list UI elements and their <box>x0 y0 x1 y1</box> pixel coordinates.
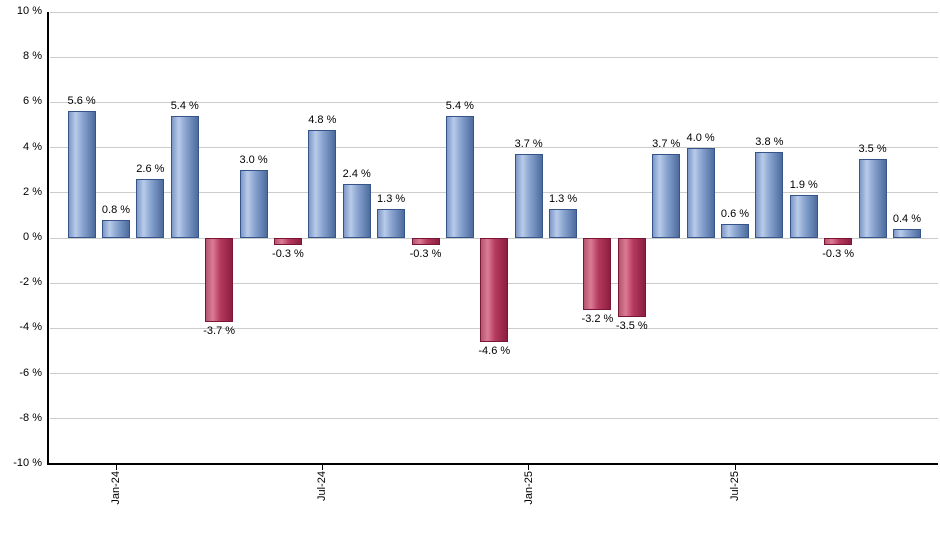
bar-value-label: 5.6 % <box>67 95 96 107</box>
bar-value-label: 2.4 % <box>342 168 371 180</box>
x-axis-tickmark <box>528 463 530 470</box>
y-axis-line <box>47 12 49 464</box>
bar-positive <box>377 209 406 238</box>
bar-positive <box>445 116 474 238</box>
bar-value-label: -0.3 % <box>409 248 442 260</box>
y-axis-tick-label: -8 % <box>19 411 42 424</box>
bar-positive <box>892 229 921 238</box>
y-axis-tick-label: 0 % <box>23 231 42 243</box>
bar-positive <box>789 195 818 238</box>
x-axis-tick-label: Jan-25 <box>522 471 535 505</box>
gridline <box>50 11 938 13</box>
bar-positive <box>67 111 96 238</box>
bar-negative <box>273 238 302 245</box>
y-axis-tick-label: -10 % <box>13 457 42 469</box>
bar-value-label: 0.4 % <box>892 213 921 225</box>
bar-negative <box>583 238 612 310</box>
bar-positive <box>686 148 715 238</box>
x-axis-tickmark <box>115 463 117 470</box>
gridline <box>50 101 938 103</box>
bar-negative <box>824 238 853 245</box>
gridline <box>50 418 938 420</box>
x-axis-tick-label: Jul-25 <box>729 471 741 501</box>
bar-value-label: 2.6 % <box>136 163 165 175</box>
bar-negative <box>205 238 234 322</box>
y-axis-tick-label: -2 % <box>19 276 42 289</box>
bar-value-label: 1.3 % <box>548 193 578 205</box>
y-axis-tick-label: 2 % <box>23 185 42 198</box>
bar-value-label: -0.3 % <box>272 248 304 260</box>
bar-positive <box>721 224 749 238</box>
bar-value-label: 1.3 % <box>377 193 406 205</box>
bar-value-label: 5.4 % <box>170 100 199 112</box>
y-axis-tick-label: -4 % <box>19 321 42 334</box>
bar-positive <box>170 116 199 238</box>
gridline <box>50 56 938 58</box>
bar-value-label: 3.5 % <box>858 143 887 155</box>
bar-positive <box>755 152 784 238</box>
bar-value-label: 3.8 % <box>755 136 784 148</box>
bar-value-label: 0.6 % <box>720 208 750 220</box>
bar-positive <box>342 184 371 238</box>
bar-positive <box>858 159 887 238</box>
bar-value-label: -3.7 % <box>203 325 236 337</box>
bar-negative <box>480 238 509 342</box>
y-axis-tick-label: -6 % <box>19 366 42 379</box>
bar-value-label: 3.7 % <box>514 138 543 150</box>
bar-positive <box>136 179 165 238</box>
gridline <box>50 373 938 375</box>
bar-value-label: -0.3 % <box>822 248 855 260</box>
bar-positive <box>102 220 130 238</box>
bar-value-label: -3.5 % <box>615 320 648 332</box>
bar-value-label: 1.9 % <box>789 179 818 191</box>
bar-value-label: 4.8 % <box>308 114 337 126</box>
gridline <box>50 192 938 194</box>
y-axis-tick-label: 8 % <box>23 50 42 63</box>
bar-value-label: 4.0 % <box>686 132 715 144</box>
bar-value-label: 5.4 % <box>445 100 474 112</box>
x-axis-tickmark <box>734 463 736 470</box>
bar-value-label: 3.7 % <box>652 138 681 150</box>
y-axis-tick-label: 6 % <box>23 95 42 108</box>
bar-positive <box>239 170 268 238</box>
bar-value-label: -4.6 % <box>478 345 511 357</box>
y-axis-tick-label: 10 % <box>16 5 42 17</box>
bar-positive <box>514 154 543 238</box>
x-axis-tickmark <box>321 463 323 470</box>
bar-value-label: 0.8 % <box>101 204 131 216</box>
bar-positive <box>308 130 337 238</box>
y-axis-tick-label: 4 % <box>23 140 42 153</box>
bar-value-label: 3.0 % <box>239 154 268 166</box>
bar-positive <box>549 209 578 238</box>
gridline <box>50 147 938 149</box>
bar-value-label: -3.2 % <box>581 313 614 325</box>
x-axis-line <box>47 463 938 465</box>
bar-positive <box>652 154 681 238</box>
x-axis-tick-label: Jul-24 <box>316 471 329 501</box>
x-axis-tick-label: Jan-24 <box>110 471 122 505</box>
bar-negative <box>411 238 440 245</box>
bar-negative <box>617 238 646 317</box>
